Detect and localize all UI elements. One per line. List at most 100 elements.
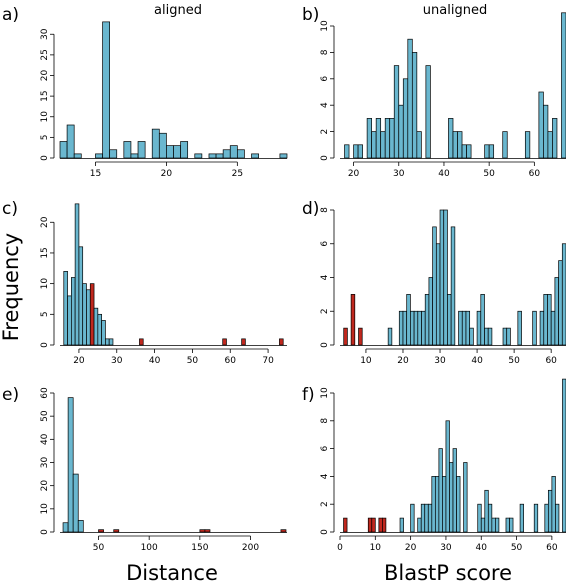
x-tick-label: 50 [93,543,105,553]
panel-a: a) aligned 0 5 10 15 20 25 30 15 20 25 [2,3,288,179]
histogram-bar [456,476,461,533]
y-tick-label: 0 [40,155,50,161]
histogram-bar-highlight [358,327,363,346]
y-tick-label: 2 [320,501,330,507]
y-tick-label: 10 [40,111,50,123]
histogram-bar [561,243,566,346]
histogram-bar [466,144,472,159]
y-tick-label: 2 [320,308,330,314]
histogram-bar [502,327,508,346]
y-tick-label: 5 [40,135,50,141]
x-axis-label-left: Distance [126,561,218,584]
x-tick-label: 20 [397,356,409,366]
histogram-bar [506,327,511,346]
panel-title: aligned [154,3,202,18]
panel-c: c) 0 5 10 15 20 20 30 40 50 60 70 [2,199,287,366]
histogram-bar [137,141,146,159]
histogram-bar [389,118,395,159]
histogram-bar-highlight [280,529,287,533]
histogram-bar [547,131,553,159]
y-tick-label: 20 [40,70,50,82]
x-tick-label: 50 [187,356,199,366]
histogram-bar [63,271,68,346]
histogram-bar [421,310,426,346]
histogram-bar [95,153,103,159]
histogram-bar [425,65,431,159]
histogram-bar [438,448,443,533]
histogram-bar [215,153,224,159]
histogram-bar [524,131,531,159]
histogram-bar [488,144,495,159]
y-tick-label: 4 [320,102,330,108]
histogram-bar [544,503,549,533]
x-tick-label: 40 [476,543,488,553]
histogram-bar [495,517,500,533]
y-tick-label: 10 [40,278,50,290]
histogram-bar [398,310,404,346]
histogram-bar [517,310,522,346]
panel-f: f) 0 2 4 6 8 10 0 10 20 30 40 50 60 [302,378,566,553]
x-tick-label: 15 [90,169,101,179]
y-tick-label: 15 [40,247,50,258]
y-tick-label: 40 [40,433,50,445]
x-tick-label: 30 [111,356,123,366]
histogram-bar [158,132,167,159]
histogram-bar [543,104,549,159]
x-tick-label: 40 [471,356,483,366]
y-tick-label: 6 [320,241,330,247]
y-tick-label: 10 [320,20,330,32]
histogram-bar [434,476,440,533]
histogram-bar [387,327,393,346]
x-tick-label: 25 [232,169,243,179]
panel-label: c) [2,199,18,219]
x-tick-label: 60 [546,543,558,553]
x-tick-label: 10 [360,356,372,366]
x-tick-label: 70 [262,356,274,366]
histogram-bar [180,141,189,159]
histogram-bar [73,153,82,159]
histogram-bar [484,144,490,159]
histogram-bar [406,294,411,346]
histogram-bar [431,476,436,533]
histogram-bar-highlight [378,517,383,533]
histogram-bar [130,153,139,159]
histogram-bar-highlight [382,517,387,533]
x-tick-label: 60 [225,356,237,366]
y-tick-label: 0 [40,342,50,348]
histogram-bar [424,294,430,346]
histogram-bar [353,144,359,159]
x-tick-label: 30 [440,543,452,553]
histogram-bar [452,131,458,159]
y-tick-label: 8 [320,49,330,55]
histogram-bar-highlight [139,338,144,346]
histogram-bar [108,338,114,346]
y-tick-label: 0 [320,342,330,348]
x-tick-label: 200 [242,543,259,553]
x-tick-label: 20 [73,356,85,366]
x-tick-label: 20 [348,169,360,179]
x-axis-label-right: BlastP score [384,561,512,584]
histogram-bar-highlight [89,283,95,346]
histogram-bar [194,153,203,159]
histogram-bar [469,327,474,346]
y-tick-label: 20 [40,216,50,228]
panel-label: d) [302,199,319,219]
histogram-bar [399,517,404,533]
x-tick-label: 0 [337,543,343,553]
histogram-bar [448,118,454,159]
histogram-bar [487,327,493,346]
histogram-bar [509,517,514,533]
histogram-bar [461,144,467,159]
x-tick-label: 20 [161,169,173,179]
x-tick-label: 60 [545,356,557,366]
histogram-bar [251,153,259,159]
histogram-bar [70,277,76,346]
histogram-bar [77,520,84,533]
histogram-bar [82,283,87,346]
histogram-bar [463,462,468,533]
histogram-bar [366,118,372,159]
x-tick-label: 20 [405,543,417,553]
histogram-bar [384,118,391,159]
histogram-bar [417,517,422,533]
histogram-bar-highlight [279,338,284,346]
